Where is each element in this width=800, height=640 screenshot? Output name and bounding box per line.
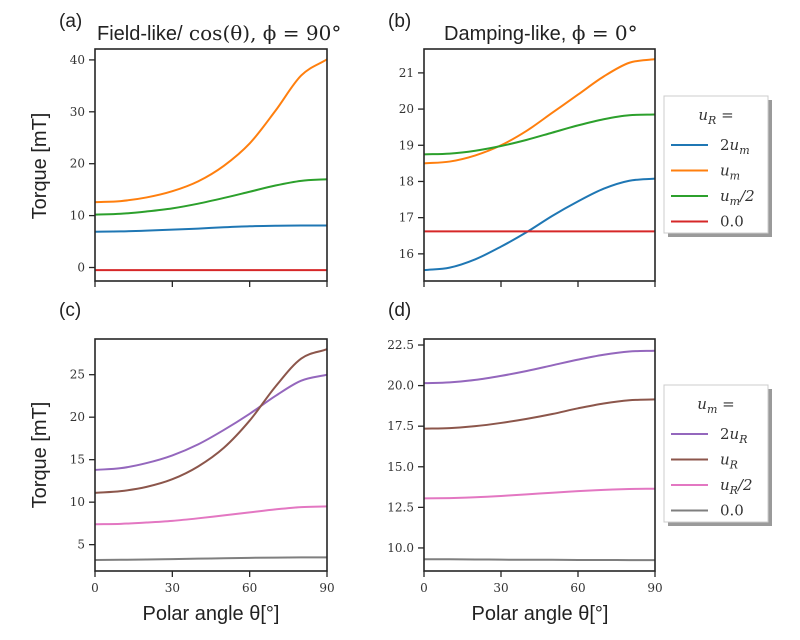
legend-label-bottom-3: 0.0 — [720, 502, 744, 520]
ylabel-top: Torque [mT] — [29, 113, 51, 220]
ytick-label-a-4: 40 — [70, 53, 85, 67]
ytick-label-b-4: 20 — [399, 102, 414, 116]
legend-top: uR = 2um um um/2 0.0 — [663, 95, 772, 237]
xtick-label-c-1: 30 — [165, 581, 180, 595]
xtick-label-d-0: 0 — [420, 581, 428, 595]
panel-title-b-math: ϕ = 0° — [572, 21, 638, 45]
xtick-label-d-3: 90 — [647, 581, 662, 595]
legend-label-top-2: um/2 — [720, 187, 755, 208]
ytick-label-d-5: 22.5 — [387, 338, 414, 352]
xtick-label-c-0: 0 — [91, 581, 99, 595]
ytick-label-d-4: 20.0 — [387, 379, 414, 393]
xlabel-right: Polar angle θ[°] — [472, 603, 609, 625]
axes-frame-b — [423, 48, 656, 282]
series-line-d-1 — [424, 398, 655, 430]
panel-title-a-math: cos(θ), ϕ = 90° — [183, 21, 342, 45]
legend-label-bottom-1: uR — [720, 451, 738, 472]
legend-label-top-3: 0.0 — [720, 213, 744, 231]
series-line-c-2 — [95, 505, 327, 526]
ytick-label-d-2: 15.0 — [387, 460, 414, 474]
ytick-label-c-0: 5 — [77, 538, 85, 552]
ytick-label-d-3: 17.5 — [387, 419, 414, 433]
series-group-c — [95, 348, 327, 561]
legend-label-bottom-0: 2uR — [720, 425, 748, 446]
panel-title-a: Field-like/ cos(θ), ϕ = 90° — [97, 21, 341, 45]
series-line-b-0 — [424, 177, 655, 272]
series-line-a-1 — [95, 58, 327, 204]
xtick-label-d-1: 30 — [493, 581, 508, 595]
legend-title-sub: m — [707, 403, 717, 416]
axes-c: 5 10 15 20 25 0 30 60 90 — [70, 338, 335, 595]
ylabel-bottom: Torque [mT] — [29, 402, 51, 509]
legend-title-main: u — [698, 106, 708, 124]
axes-b: 16 17 18 19 20 21 — [399, 48, 656, 287]
ytick-label-a-3: 30 — [70, 105, 85, 119]
ytick-label-a-1: 10 — [70, 209, 85, 223]
series-line-d-3 — [424, 558, 655, 562]
series-line-b-2 — [424, 113, 655, 156]
ytick-label-d-0: 10.0 — [387, 541, 414, 555]
ytick-label-c-3: 20 — [70, 410, 85, 424]
panel-title-b: Damping-like, ϕ = 0° — [444, 21, 638, 45]
panel-title-a-text: Field-like/ — [97, 23, 183, 45]
panel-title-b-text: Damping-like, — [444, 23, 572, 45]
series-line-d-0 — [424, 349, 655, 385]
ytick-label-d-1: 12.5 — [387, 500, 414, 514]
ytick-label-b-3: 19 — [399, 138, 414, 152]
legend-title-suffix: = — [717, 395, 734, 413]
legend-label-top-1: um — [720, 162, 740, 183]
panel-letter-c: (c) — [59, 300, 81, 321]
series-line-a-0 — [95, 224, 327, 233]
series-group-b — [424, 58, 655, 272]
ytick-label-a-2: 20 — [70, 157, 85, 171]
axes-frame-a — [94, 48, 328, 282]
series-group-d — [424, 349, 655, 562]
series-line-a-2 — [95, 178, 327, 216]
xtick-label-d-2: 60 — [570, 581, 585, 595]
legend-bottom: um = 2uR uR uR/2 0.0 — [663, 384, 772, 526]
ytick-label-c-4: 25 — [70, 368, 85, 382]
ytick-label-b-1: 17 — [399, 211, 414, 225]
ytick-label-b-5: 21 — [399, 66, 414, 80]
panel-letter-a: (a) — [59, 11, 82, 32]
xlabel-left: Polar angle θ[°] — [143, 603, 280, 625]
ytick-label-b-0: 16 — [399, 247, 414, 261]
legend-title-bottom: um = — [697, 395, 734, 416]
axes-a: 0 10 20 30 40 — [70, 48, 328, 287]
axes-d: 10.0 12.5 15.0 17.5 20.0 22.5 0 30 60 90 — [387, 338, 662, 595]
legend-box-bottom — [663, 384, 769, 523]
legend-title-top: uR = — [698, 106, 733, 127]
legend-label-bottom-2: uR/2 — [720, 476, 753, 497]
series-line-b-1 — [424, 58, 655, 165]
axes-frame-c — [94, 338, 328, 572]
legend-title-suffix: = — [716, 106, 733, 124]
series-line-c-3 — [95, 556, 327, 561]
ytick-label-c-2: 15 — [70, 453, 85, 467]
legend-title-sub: R — [707, 114, 716, 127]
axes-frame-d — [423, 338, 656, 572]
ytick-label-b-2: 18 — [399, 174, 414, 188]
ytick-label-a-0: 0 — [77, 261, 85, 275]
panel-letter-b: (b) — [388, 11, 411, 32]
series-line-d-2 — [424, 487, 655, 500]
panel-letter-d: (d) — [388, 300, 411, 321]
series-group-a — [95, 58, 327, 272]
xtick-label-c-3: 90 — [319, 581, 334, 595]
legend-label-top-0: 2um — [720, 136, 750, 157]
series-line-c-0 — [95, 373, 327, 471]
series-line-c-1 — [95, 348, 327, 494]
legend-title-main: u — [697, 395, 707, 413]
xtick-label-c-2: 60 — [242, 581, 257, 595]
legend-box-top — [663, 95, 769, 234]
ytick-label-c-1: 10 — [70, 495, 85, 509]
